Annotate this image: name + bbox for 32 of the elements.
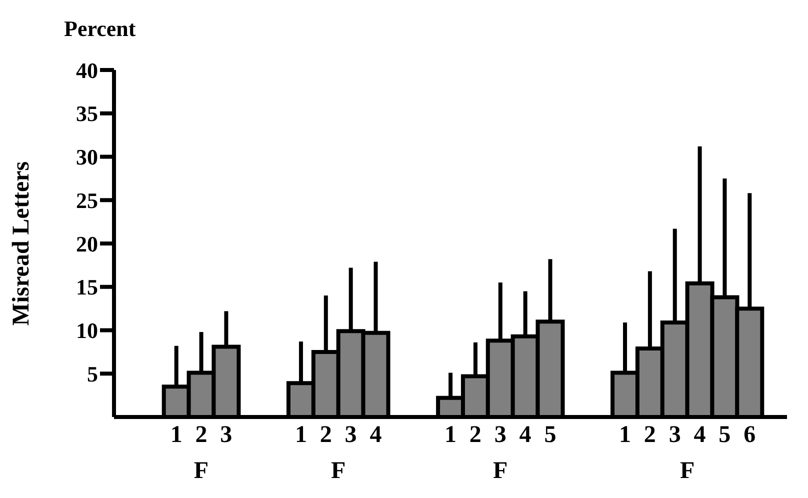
x-tick-label: 5 [718,422,731,448]
x-tick-label: 4 [694,422,706,448]
x-tick-label: 2 [320,422,332,448]
y-axis-title: Misread Letters [8,161,35,326]
x-tick-label: 1 [618,422,631,448]
x-tick-label: 3 [668,422,681,448]
y-tick-label: 25 [76,188,98,213]
x-tick-label: 3 [344,422,357,448]
y-tick-label: 35 [76,101,98,126]
x-tick-label: 1 [444,422,456,448]
x-tick-label: 3 [220,422,232,448]
chart-title: Percent [64,16,136,42]
text: F [678,458,696,485]
y-tick-label: 20 [76,231,98,256]
y-tick-label: 40 [76,58,98,83]
x-tick-label: 2 [644,422,656,448]
x-tick-label: 4 [519,422,532,448]
x-tick-label: 2 [195,422,208,448]
y-tick-label: 30 [76,144,98,170]
x-tick-label: 1 [170,422,182,448]
x-tick-label: 5 [544,422,556,448]
x-tick-label: 2 [469,422,482,448]
text: F [492,458,509,485]
y-tick-label: 10 [76,318,98,344]
x-tick-label: 3 [494,422,506,448]
text: F [192,458,210,485]
x-tick-label: 6 [744,422,756,448]
x-tick-label: 4 [370,422,382,448]
text: F [330,458,347,485]
y-tick-label: 15 [76,274,98,300]
x-tick-label: 1 [294,422,307,448]
y-tick-label: 5 [87,361,98,386]
